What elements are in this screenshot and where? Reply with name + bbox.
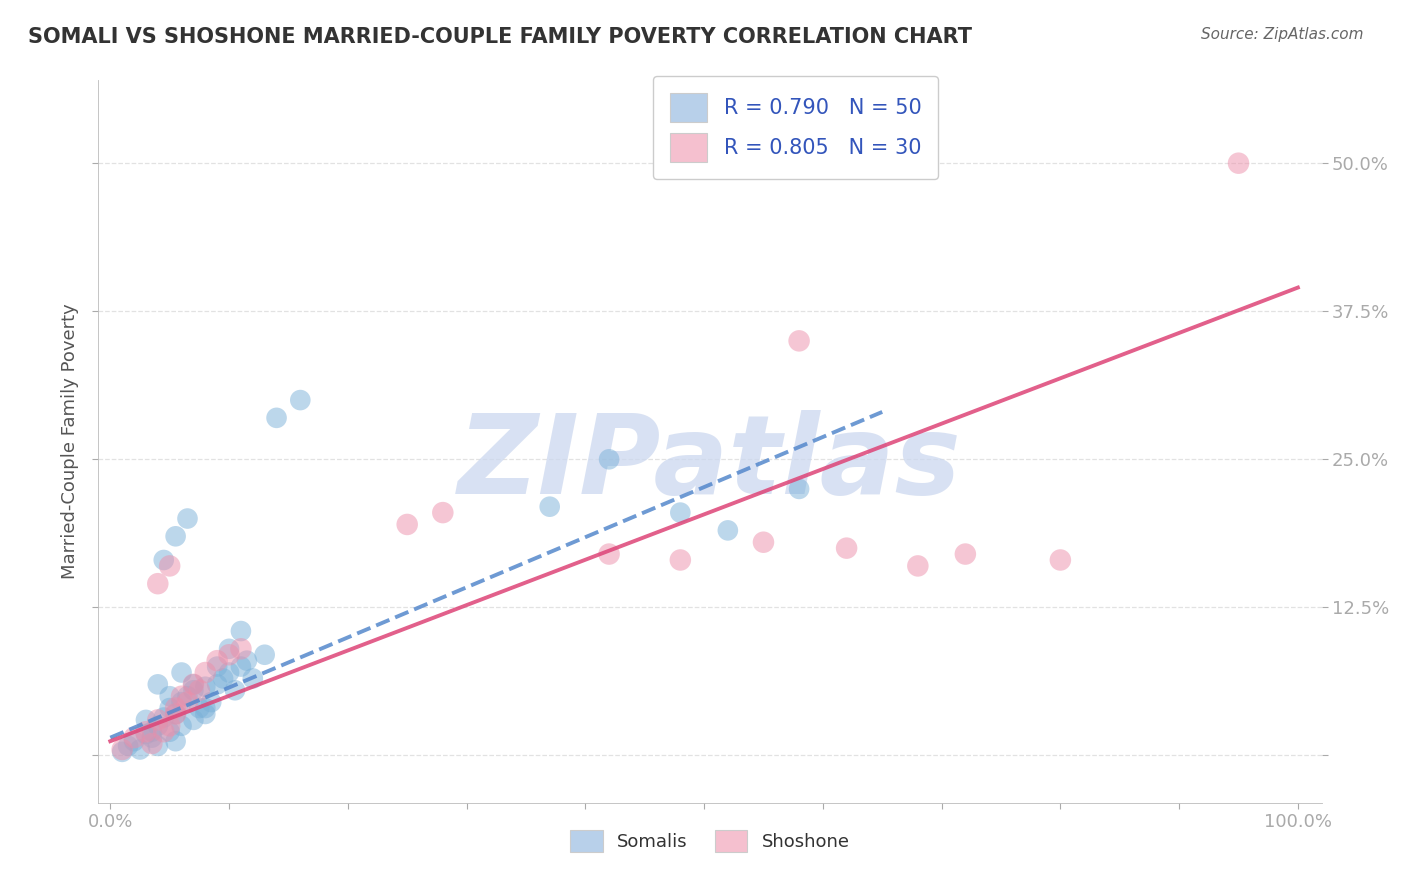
Point xyxy=(205,677,228,691)
Point xyxy=(242,672,264,686)
Point xyxy=(396,517,419,532)
Point xyxy=(176,511,198,525)
Point xyxy=(253,648,276,662)
Point xyxy=(146,677,169,691)
Point xyxy=(1049,553,1071,567)
Point xyxy=(538,500,561,514)
Point xyxy=(598,547,620,561)
Point xyxy=(159,701,181,715)
Point xyxy=(212,672,235,686)
Point xyxy=(165,529,187,543)
Point xyxy=(717,524,740,538)
Point xyxy=(787,334,810,348)
Text: SOMALI VS SHOSHONE MARRIED-COUPLE FAMILY POVERTY CORRELATION CHART: SOMALI VS SHOSHONE MARRIED-COUPLE FAMILY… xyxy=(28,27,972,46)
Text: ZIPatlas: ZIPatlas xyxy=(458,409,962,516)
Point xyxy=(229,641,252,656)
Point xyxy=(290,393,312,408)
Point xyxy=(141,731,163,745)
Point xyxy=(266,410,288,425)
Text: Source: ZipAtlas.com: Source: ZipAtlas.com xyxy=(1201,27,1364,42)
Point xyxy=(152,724,174,739)
Point xyxy=(669,553,692,567)
Point xyxy=(170,665,193,680)
Point xyxy=(117,739,139,753)
Point xyxy=(135,713,157,727)
Point xyxy=(176,689,198,703)
Point xyxy=(218,648,240,662)
Point xyxy=(165,701,187,715)
Point xyxy=(835,541,858,556)
Point xyxy=(135,724,157,739)
Point xyxy=(122,731,145,745)
Point xyxy=(218,641,240,656)
Point xyxy=(955,547,977,561)
Point xyxy=(229,624,252,638)
Point xyxy=(165,706,187,721)
Point xyxy=(432,506,454,520)
Point xyxy=(236,654,259,668)
Point xyxy=(188,683,211,698)
Point xyxy=(146,713,169,727)
Point xyxy=(218,665,240,680)
Point xyxy=(183,683,205,698)
Point xyxy=(205,654,228,668)
Point xyxy=(159,719,181,733)
Point xyxy=(194,701,217,715)
Point xyxy=(752,535,775,549)
Point xyxy=(159,689,181,703)
Point xyxy=(176,695,198,709)
Point xyxy=(146,719,169,733)
Point xyxy=(194,680,217,694)
Point xyxy=(907,558,929,573)
Point xyxy=(111,742,134,756)
Point xyxy=(188,701,211,715)
Point xyxy=(129,742,152,756)
Point xyxy=(141,737,163,751)
Point xyxy=(669,506,692,520)
Point xyxy=(183,677,205,691)
Point xyxy=(598,452,620,467)
Point xyxy=(183,713,205,727)
Point xyxy=(194,706,217,721)
Legend: Somalis, Shoshone: Somalis, Shoshone xyxy=(562,822,858,859)
Point xyxy=(787,482,810,496)
Point xyxy=(229,659,252,673)
Point xyxy=(146,576,169,591)
Point xyxy=(224,683,246,698)
Point xyxy=(152,553,174,567)
Point xyxy=(146,739,169,753)
Point xyxy=(170,695,193,709)
Point xyxy=(122,734,145,748)
Point xyxy=(170,689,193,703)
Point xyxy=(141,724,163,739)
Y-axis label: Married-Couple Family Poverty: Married-Couple Family Poverty xyxy=(60,303,79,580)
Point xyxy=(1227,156,1250,170)
Point xyxy=(111,745,134,759)
Point xyxy=(170,719,193,733)
Point xyxy=(194,665,217,680)
Point xyxy=(135,727,157,741)
Point xyxy=(159,724,181,739)
Point xyxy=(152,710,174,724)
Point xyxy=(159,558,181,573)
Point xyxy=(165,734,187,748)
Point xyxy=(165,706,187,721)
Point xyxy=(205,659,228,673)
Point xyxy=(200,695,222,709)
Point xyxy=(183,677,205,691)
